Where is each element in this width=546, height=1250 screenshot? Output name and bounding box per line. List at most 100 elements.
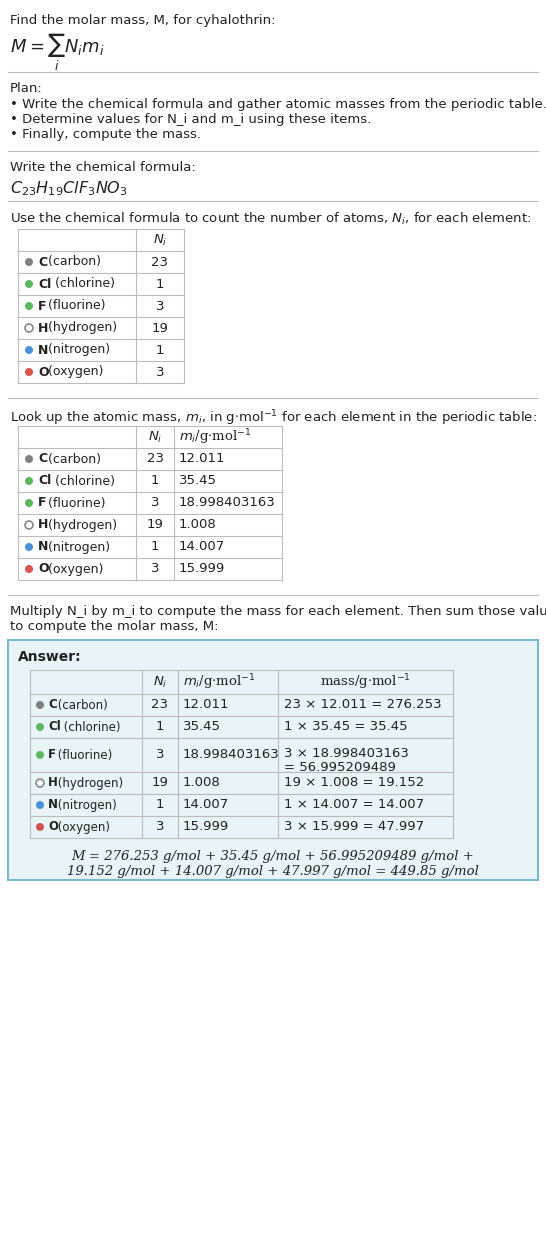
Circle shape xyxy=(25,499,33,508)
Text: 1 × 14.007 = 14.007: 1 × 14.007 = 14.007 xyxy=(284,799,424,811)
Text: 3: 3 xyxy=(156,365,164,379)
Text: 3: 3 xyxy=(156,300,164,312)
Text: $N_i$: $N_i$ xyxy=(153,675,167,690)
Text: Write the chemical formula:: Write the chemical formula: xyxy=(10,161,196,174)
Text: 1.008: 1.008 xyxy=(183,776,221,790)
Text: H: H xyxy=(38,519,49,531)
Circle shape xyxy=(25,478,33,485)
Text: • Finally, compute the mass.: • Finally, compute the mass. xyxy=(10,127,201,141)
Text: to compute the molar mass, M:: to compute the molar mass, M: xyxy=(10,620,218,632)
Circle shape xyxy=(25,324,33,332)
Text: 23: 23 xyxy=(151,255,169,269)
Text: F: F xyxy=(38,300,46,312)
Text: 1: 1 xyxy=(156,278,164,290)
Text: 1: 1 xyxy=(156,720,164,734)
Circle shape xyxy=(36,822,44,831)
Text: (hydrogen): (hydrogen) xyxy=(44,321,117,335)
Text: 15.999: 15.999 xyxy=(179,562,225,575)
Text: 12.011: 12.011 xyxy=(183,699,229,711)
Text: 19: 19 xyxy=(146,519,163,531)
Text: 12.011: 12.011 xyxy=(179,452,225,465)
Text: $N_i$: $N_i$ xyxy=(148,430,162,445)
Text: 3 × 15.999 = 47.997: 3 × 15.999 = 47.997 xyxy=(284,820,424,834)
Text: Find the molar mass, M, for cyhalothrin:: Find the molar mass, M, for cyhalothrin: xyxy=(10,14,276,28)
Text: (carbon): (carbon) xyxy=(44,255,102,269)
Circle shape xyxy=(36,801,44,809)
Text: $m_i$/g$\cdot$mol$^{-1}$: $m_i$/g$\cdot$mol$^{-1}$ xyxy=(179,428,252,446)
Text: (chlorine): (chlorine) xyxy=(51,278,115,290)
Text: (carbon): (carbon) xyxy=(54,699,108,711)
Bar xyxy=(8,640,538,880)
Text: O: O xyxy=(48,820,58,834)
Text: (oxygen): (oxygen) xyxy=(44,562,104,575)
Text: C: C xyxy=(48,699,57,711)
Text: 1: 1 xyxy=(151,475,159,488)
Text: • Write the chemical formula and gather atomic masses from the periodic table.: • Write the chemical formula and gather … xyxy=(10,98,546,111)
Text: $C_{23}H_{19}ClF_3NO_3$: $C_{23}H_{19}ClF_3NO_3$ xyxy=(10,179,128,198)
Text: $m_i$/g$\cdot$mol$^{-1}$: $m_i$/g$\cdot$mol$^{-1}$ xyxy=(183,672,256,691)
Circle shape xyxy=(36,722,44,731)
Circle shape xyxy=(25,521,33,529)
Text: 23: 23 xyxy=(151,699,169,711)
Text: Cl: Cl xyxy=(38,475,51,488)
Circle shape xyxy=(25,455,33,462)
Text: 18.998403163: 18.998403163 xyxy=(179,496,276,510)
Text: (hydrogen): (hydrogen) xyxy=(54,776,123,790)
Text: 19 × 1.008 = 19.152: 19 × 1.008 = 19.152 xyxy=(284,776,424,790)
Circle shape xyxy=(25,565,33,572)
Text: (nitrogen): (nitrogen) xyxy=(44,344,111,356)
Text: 15.999: 15.999 xyxy=(183,820,229,834)
Text: N: N xyxy=(38,344,49,356)
Text: Plan:: Plan: xyxy=(10,82,43,95)
Text: H: H xyxy=(38,321,49,335)
Text: 19.152 g/mol + 14.007 g/mol + 47.997 g/mol = 449.85 g/mol: 19.152 g/mol + 14.007 g/mol + 47.997 g/m… xyxy=(67,865,479,877)
Text: (hydrogen): (hydrogen) xyxy=(44,519,117,531)
Text: 3: 3 xyxy=(151,562,159,575)
Text: Cl: Cl xyxy=(48,720,61,734)
Circle shape xyxy=(36,751,44,759)
Text: (carbon): (carbon) xyxy=(44,452,102,465)
Text: = 56.995209489: = 56.995209489 xyxy=(284,761,396,774)
Circle shape xyxy=(25,368,33,376)
Text: F: F xyxy=(48,749,56,761)
Text: O: O xyxy=(38,365,49,379)
Text: H: H xyxy=(48,776,58,790)
Text: 3 × 18.998403163: 3 × 18.998403163 xyxy=(284,748,409,760)
Circle shape xyxy=(25,542,33,551)
Text: C: C xyxy=(38,452,47,465)
Text: Answer:: Answer: xyxy=(18,650,81,664)
Text: (nitrogen): (nitrogen) xyxy=(44,540,111,554)
Text: mass/g$\cdot$mol$^{-1}$: mass/g$\cdot$mol$^{-1}$ xyxy=(320,672,411,691)
Text: 19: 19 xyxy=(152,321,168,335)
Text: 19: 19 xyxy=(152,776,168,790)
Text: (oxygen): (oxygen) xyxy=(44,365,104,379)
Text: C: C xyxy=(38,255,47,269)
Text: Look up the atomic mass, $m_i$, in g$\cdot$mol$^{-1}$ for each element in the pe: Look up the atomic mass, $m_i$, in g$\cd… xyxy=(10,408,537,428)
Text: 1.008: 1.008 xyxy=(179,519,217,531)
Text: Cl: Cl xyxy=(38,278,51,290)
Text: F: F xyxy=(38,496,46,510)
Text: (oxygen): (oxygen) xyxy=(54,820,110,834)
Text: 23 × 12.011 = 276.253: 23 × 12.011 = 276.253 xyxy=(284,699,442,711)
Circle shape xyxy=(25,280,33,288)
Text: M = 276.253 g/mol + 35.45 g/mol + 56.995209489 g/mol +: M = 276.253 g/mol + 35.45 g/mol + 56.995… xyxy=(72,850,474,862)
Text: (fluorine): (fluorine) xyxy=(44,300,106,312)
Text: 14.007: 14.007 xyxy=(183,799,229,811)
Text: 14.007: 14.007 xyxy=(179,540,225,554)
Text: 18.998403163: 18.998403163 xyxy=(183,749,280,761)
Text: • Determine values for N_i and m_i using these items.: • Determine values for N_i and m_i using… xyxy=(10,112,371,126)
Text: 3: 3 xyxy=(151,496,159,510)
Text: (chlorine): (chlorine) xyxy=(51,475,115,488)
Text: 1: 1 xyxy=(156,799,164,811)
Text: Use the chemical formula to count the number of atoms, $N_i$, for each element:: Use the chemical formula to count the nu… xyxy=(10,211,531,227)
Text: 3: 3 xyxy=(156,749,164,761)
Circle shape xyxy=(25,258,33,266)
Text: 35.45: 35.45 xyxy=(179,475,217,488)
Text: $N_i$: $N_i$ xyxy=(153,232,167,248)
Text: O: O xyxy=(38,562,49,575)
Text: (fluorine): (fluorine) xyxy=(54,749,112,761)
Text: (fluorine): (fluorine) xyxy=(44,496,106,510)
Text: 1: 1 xyxy=(156,344,164,356)
Circle shape xyxy=(25,302,33,310)
Text: $M = \sum_i N_i m_i$: $M = \sum_i N_i m_i$ xyxy=(10,32,104,74)
